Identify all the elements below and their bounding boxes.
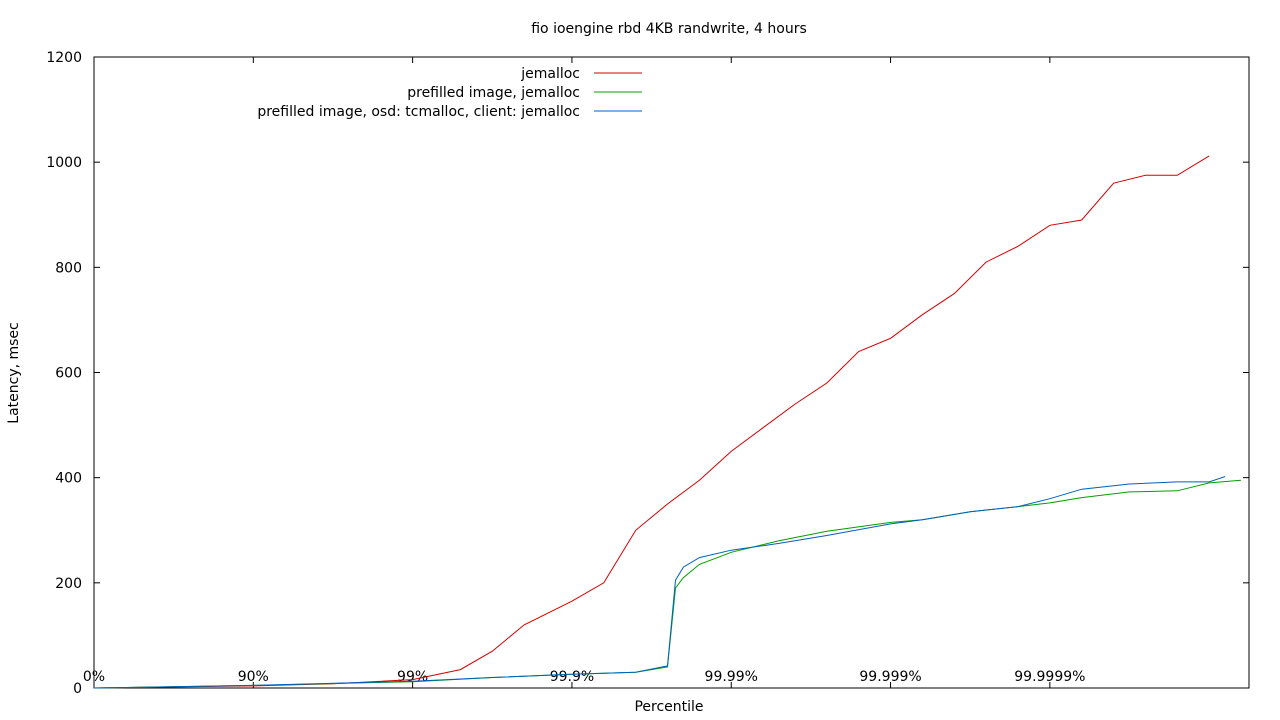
x-axis: 0% 90% 99% 99.9% 99.99% 99.999% 99.9999% [83, 57, 1085, 688]
series-lines [93, 155, 1242, 689]
y-tick-label: 1000 [46, 155, 82, 171]
x-tick-label: 0% [83, 669, 105, 685]
x-tick-label: 99.9% [550, 669, 594, 685]
series-line-2 [93, 479, 1242, 689]
y-axis: 0 200 400 600 800 1000 1200 [46, 50, 1249, 697]
y-tick-label: 600 [55, 366, 82, 382]
x-tick-label: 99.999% [859, 669, 921, 685]
y-axis-label: Latency, msec [6, 322, 22, 423]
x-tick-label: 99.9999% [1014, 669, 1085, 685]
legend-label-3: prefilled image, osd: tcmalloc, client: … [257, 104, 580, 120]
plot-frame [93, 56, 1250, 689]
x-tick-label: 99.99% [705, 669, 758, 685]
x-tick-label: 90% [238, 669, 269, 685]
series-line-1 [93, 155, 1210, 689]
legend-label-2: prefilled image, jemalloc [407, 85, 580, 101]
legend: jemalloc prefilled image, jemalloc prefill… [257, 66, 642, 120]
y-tick-label: 1200 [46, 50, 82, 66]
y-tick-label: 200 [55, 576, 82, 592]
y-tick-label: 0 [73, 681, 82, 697]
y-tick-label: 800 [55, 260, 82, 276]
series-line-3 [93, 476, 1226, 689]
legend-label-1: jemalloc [520, 66, 580, 82]
x-axis-label: Percentile [634, 699, 703, 715]
y-tick-label: 400 [55, 471, 82, 487]
chart-title: fio ioengine rbd 4KB randwrite, 4 hours [531, 21, 807, 37]
